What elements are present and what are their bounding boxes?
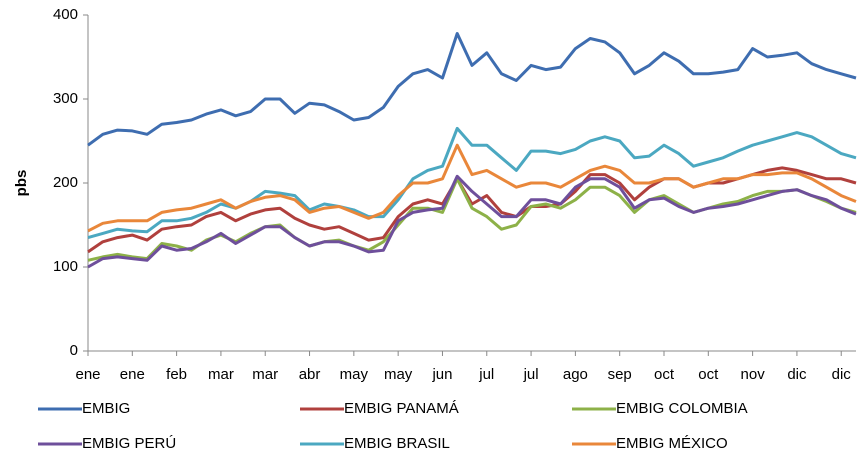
x-tick-label: jun (431, 366, 452, 383)
x-tick-label: oct (654, 366, 675, 383)
x-tick-label: jul (478, 366, 494, 383)
legend-label: EMBIG PERÚ (82, 435, 176, 452)
x-tick-label: may (384, 366, 413, 383)
x-tick-label: mar (208, 366, 234, 383)
series-line (87, 143, 857, 233)
legend-label: EMBIG (82, 400, 130, 417)
y-axis-label: pbs (13, 170, 30, 197)
legend-label: EMBIG COLOMBIA (616, 400, 748, 417)
x-tick-label: ene (120, 366, 145, 383)
x-tick-label: nov (741, 366, 766, 383)
x-tick-label: sep (608, 366, 632, 383)
x-tick-label: abr (299, 366, 321, 383)
x-tick-label: dic (832, 366, 852, 383)
x-tick-label: ene (75, 366, 100, 383)
y-tick-label: 100 (53, 258, 78, 275)
series-line (87, 166, 857, 254)
legend-label: EMBIG BRASIL (344, 435, 450, 452)
x-tick-label: feb (166, 366, 187, 383)
x-tick-label: may (340, 366, 369, 383)
x-tick-label: jul (523, 366, 539, 383)
y-tick-label: 400 (53, 6, 78, 23)
x-tick-label: ago (563, 366, 588, 383)
y-tick-label: 200 (53, 174, 78, 191)
y-tick-label: 0 (70, 342, 78, 359)
series-line (87, 174, 857, 269)
x-tick-label: dic (787, 366, 807, 383)
legend-label: EMBIG MÉXICO (616, 435, 728, 452)
legend-label: EMBIG PANAMÁ (344, 400, 459, 417)
y-tick-label: 300 (53, 90, 78, 107)
x-tick-label: mar (252, 366, 278, 383)
series-line (87, 126, 857, 240)
x-tick-label: oct (698, 366, 719, 383)
series-line (87, 32, 857, 147)
